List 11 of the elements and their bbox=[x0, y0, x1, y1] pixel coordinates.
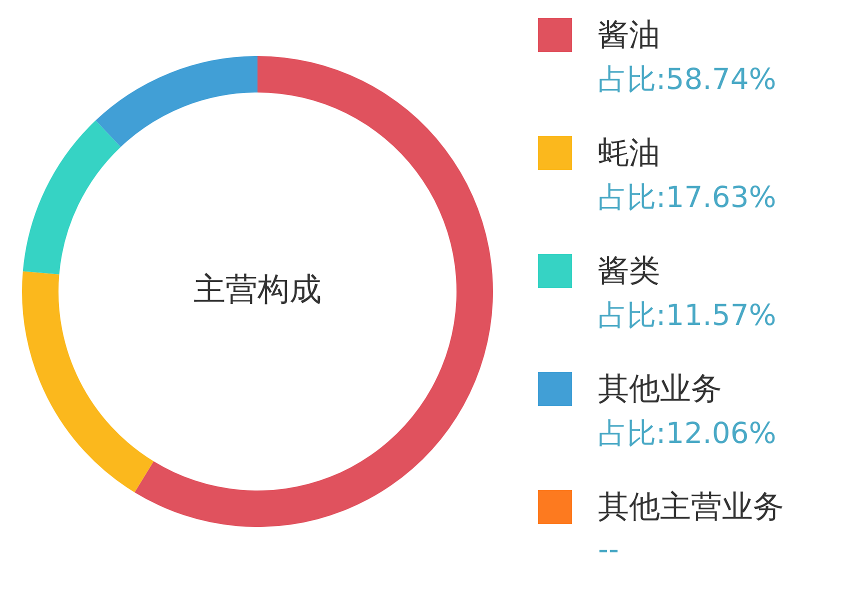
data-label: 占比:17.63% bbox=[598, 179, 778, 216]
legend-label: 其他主营业务 bbox=[598, 488, 784, 527]
data-label: 占比:11.57% bbox=[598, 297, 778, 334]
data-label: 占比:12.06% bbox=[598, 415, 778, 452]
legend-label: 酱类 bbox=[598, 252, 660, 291]
legend-label: 蚝油 bbox=[598, 134, 660, 173]
legend-label: 酱油 bbox=[598, 16, 660, 55]
legend-label: 其他业务 bbox=[598, 370, 722, 409]
data-label: 占比:58.74% bbox=[598, 61, 778, 98]
text: 主营构成 bbox=[194, 270, 322, 308]
text: -- bbox=[598, 532, 619, 566]
